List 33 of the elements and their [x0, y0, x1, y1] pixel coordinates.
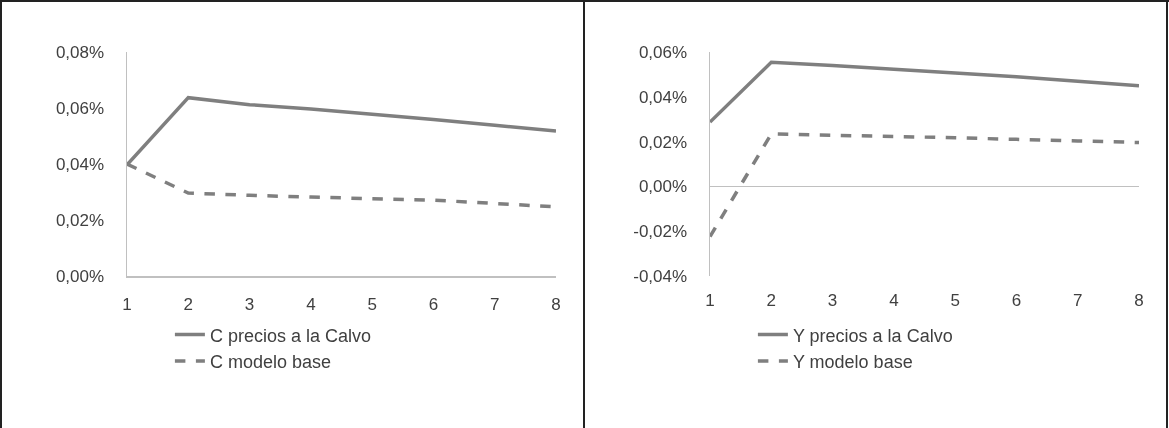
x-tick-label: 6: [1011, 291, 1022, 310]
y-tick-label: 0,00%: [638, 177, 688, 197]
y-tick-label: 0,08%: [55, 42, 105, 62]
y-tick-label: -0,04%: [633, 266, 688, 286]
line-series: [710, 60, 1139, 124]
x-tick-label: 5: [367, 294, 377, 314]
x-tick-label: 5: [950, 291, 960, 310]
legend-label: C modelo base: [209, 351, 331, 372]
y-tick-label: -0,02%: [633, 222, 688, 242]
y-tick-label: 0,00%: [55, 266, 105, 286]
legend-label: Y precios a la Calvo: [792, 325, 953, 346]
x-tick-label: 2: [183, 294, 194, 314]
y-tick-label: 0,04%: [55, 154, 105, 174]
x-tick-label: 4: [889, 291, 899, 310]
y-tick-label: 0,04%: [638, 87, 688, 107]
y-tick-label: 0,06%: [55, 98, 105, 118]
x-tick-label: 7: [1072, 291, 1083, 310]
legend-label: Y modelo base: [792, 351, 913, 372]
x-tick-label: 7: [489, 294, 500, 314]
x-tick-label: 8: [1134, 291, 1144, 310]
y-tick-label: 0,06%: [638, 42, 688, 62]
y-tick-label: 0,02%: [55, 210, 105, 230]
line-series: [710, 132, 1139, 239]
x-tick-label: 4: [306, 294, 316, 314]
legend-label: C precios a la Calvo: [209, 325, 371, 346]
x-tick-label: 3: [244, 294, 255, 314]
x-tick-label: 8: [551, 294, 561, 314]
x-tick-label: 1: [122, 294, 132, 314]
x-tick-label: 6: [428, 294, 439, 314]
x-tick-label: 3: [827, 291, 838, 310]
x-tick-label: 1: [705, 291, 715, 310]
y-tick-label: 0,02%: [638, 132, 688, 152]
x-tick-label: 2: [766, 291, 777, 310]
